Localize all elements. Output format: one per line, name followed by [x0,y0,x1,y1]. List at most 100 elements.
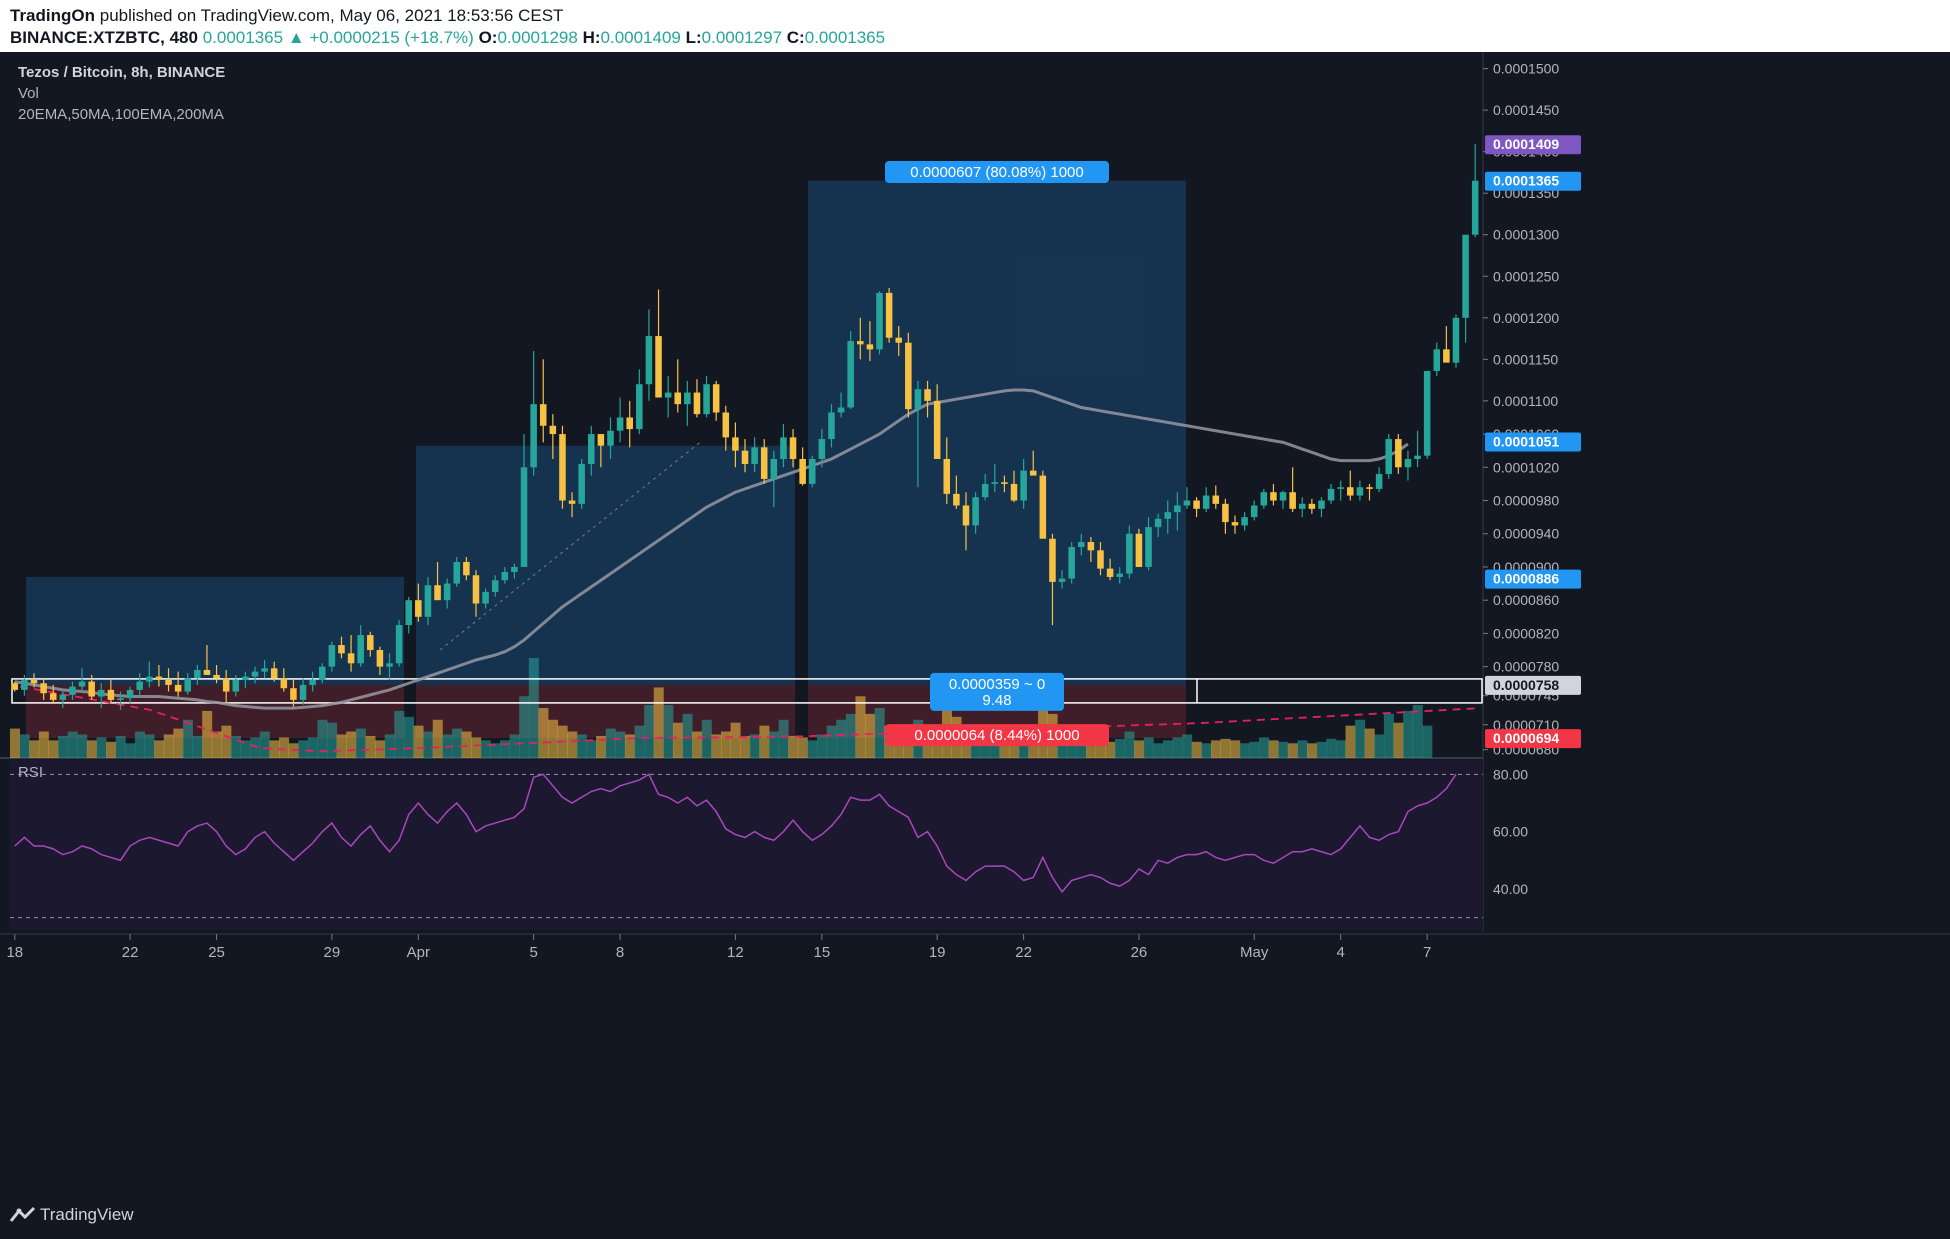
candle-body [1452,317,1460,363]
price-label-bg [1485,432,1581,452]
volume-bar [163,734,174,758]
volume-bar [672,722,683,758]
candle-body [1116,573,1123,577]
footer-brand[interactable]: TradingView [40,1205,134,1224]
candle-body [1462,234,1469,318]
candle-body [636,384,643,430]
price-tick-label: 0.0001020 [1493,459,1559,475]
high-value: 0.0001409 [600,28,681,47]
volume-bar [211,731,222,758]
candle-body [386,663,393,667]
candle-body [232,679,240,692]
candle-body [578,463,585,504]
volume-bar [58,735,69,758]
candle-body [213,674,220,679]
volume-bar [269,740,280,758]
price-label: 0.0001409 [1493,136,1559,152]
low-value: 0.0001297 [701,28,783,47]
volume-bar [1335,740,1346,758]
volume-bar [817,734,828,758]
chart-background [0,52,1950,1192]
position-box-1-target [26,576,404,685]
volume-bar [720,731,731,758]
volume-bar [596,735,607,758]
candle-body [165,679,172,685]
candle-body [501,571,509,581]
candle-body [40,683,47,694]
candle-body [530,404,537,468]
volume-bar [1153,743,1164,758]
candle-body [270,668,278,679]
volume-bar [96,737,107,758]
price-change: ▲ +0.0000215 (+18.7%) [287,28,474,47]
candle-body [88,681,95,697]
volume-bar [182,719,193,758]
volume-bar [576,734,587,758]
candle-body [1126,533,1133,574]
volume-legend: Vol [18,85,39,102]
candle-body [770,458,778,479]
ma-legend: 20EMA,50MA,100EMA,200MA [18,106,224,123]
candle-body [914,389,922,410]
volume-bar [38,731,49,758]
candle-body [424,585,432,617]
volume-bar [644,705,655,758]
price-tick-label: 0.0001250 [1493,268,1559,284]
candle-body [472,575,480,604]
candle-body [1298,503,1306,509]
candle-body [482,591,489,604]
candle-body [1347,487,1354,496]
price-label-bg [1485,569,1581,589]
candle-body [1308,503,1316,509]
candle-body [1231,522,1239,526]
measure-down-label-bg [885,724,1109,747]
volume-bar [125,743,136,758]
volume-bar [480,740,491,758]
volume-bar [999,734,1010,758]
volume-bar [1355,719,1366,758]
measure-range-label: 0.0000359 ~ 0 [949,676,1045,693]
candle-body [645,336,653,385]
volume-bar [509,734,520,758]
candle-body [280,678,288,689]
volume-bar [365,735,376,758]
volume-bar [500,740,511,758]
price-tick-label: 0.0000820 [1493,625,1559,641]
candle-body [78,681,86,687]
volume-bar [1114,738,1125,758]
volume-bar [730,722,741,758]
volume-bar [77,734,88,758]
volume-bar [519,696,530,758]
candle-body [309,679,316,685]
candle-body [491,580,499,592]
volume-bar [1009,740,1020,758]
candle-body [1327,488,1335,501]
time-tick-label: Apr [407,944,430,961]
candle-body [1164,512,1172,519]
candle-body [1154,518,1162,528]
time-tick-label: 7 [1423,944,1431,961]
candle-body [1366,487,1373,489]
candle-body [174,684,182,692]
candle-body [1010,483,1018,501]
volume-bar [173,728,184,758]
candle-body [549,425,557,435]
volume-bar [336,734,347,758]
volume-bar [1393,722,1404,758]
volume-bar [1124,731,1135,758]
price-chart[interactable]: 0.0000607 (80.08%) 1000 0.0000359 ~ 09.48… [0,52,1950,1192]
symbol-label: BINANCE:XTZBTC, 480 [10,28,198,47]
candle-body [194,669,201,679]
volume-bar [759,725,770,758]
candle-body [21,679,28,690]
volume-bar [855,696,866,758]
volume-bar [1076,734,1087,758]
price-tick-label: 0.0001300 [1493,227,1559,243]
published-text: published on TradingView.com, May 06, 20… [99,6,564,25]
candle-body [741,450,749,464]
volume-bar [1307,743,1318,758]
candle-body [655,336,662,398]
candle-body [395,625,403,664]
volume-bar [845,713,856,758]
publisher-name[interactable]: TradingOn [10,6,95,25]
